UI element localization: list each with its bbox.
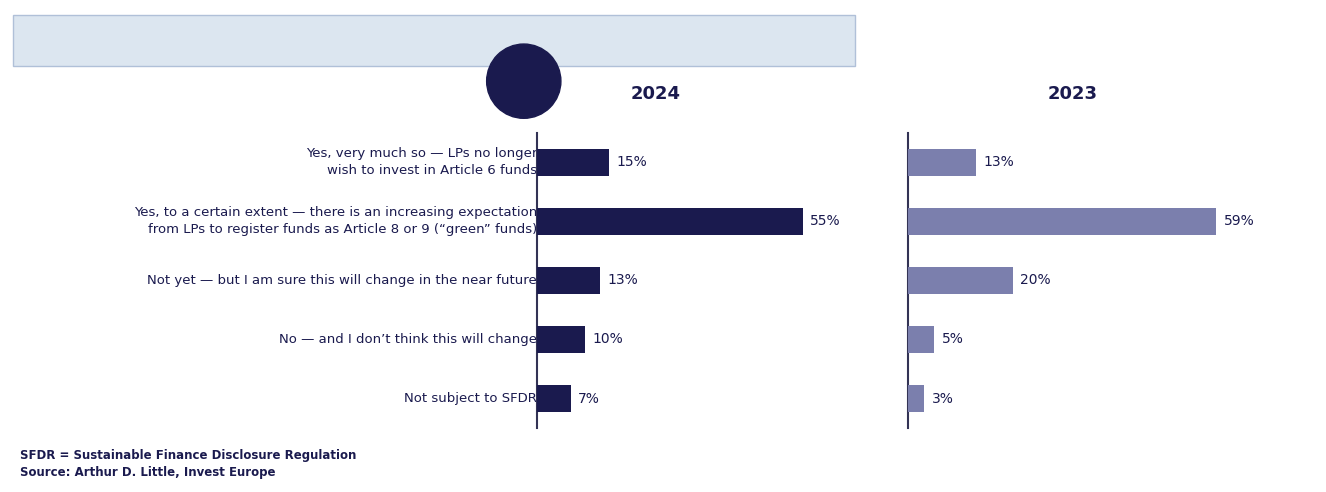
Bar (908, 267, 1013, 294)
Text: 13%: 13% (607, 274, 638, 287)
Bar (537, 385, 572, 412)
Text: 55%: 55% (810, 215, 841, 228)
Text: GP: GP (513, 74, 534, 88)
Bar (537, 326, 585, 353)
Text: Have you experienced a shift in expectations from LPs as to fund categorization : Have you experienced a shift in expectat… (33, 33, 719, 48)
Text: 15%: 15% (617, 155, 647, 169)
Bar (908, 326, 935, 353)
Text: 13%: 13% (984, 155, 1014, 169)
Bar (537, 149, 610, 176)
Text: Yes, to a certain extent — there is an increasing expectation
from LPs to regist: Yes, to a certain extent — there is an i… (134, 207, 537, 236)
Bar (908, 149, 976, 176)
Bar (908, 385, 924, 412)
Text: SFDR = Sustainable Finance Disclosure Regulation: SFDR = Sustainable Finance Disclosure Re… (20, 449, 357, 461)
Text: 10%: 10% (593, 333, 623, 346)
Text: Yes, very much so — LPs no longer
wish to invest in Article 6 funds: Yes, very much so — LPs no longer wish t… (306, 148, 537, 177)
Bar (908, 208, 1216, 235)
Bar (537, 267, 599, 294)
Text: Not subject to SFDR: Not subject to SFDR (404, 392, 537, 405)
Text: 3%: 3% (932, 392, 953, 405)
Text: 5%: 5% (943, 333, 964, 346)
Text: Not yet — but I am sure this will change in the near future: Not yet — but I am sure this will change… (147, 274, 537, 287)
Text: 2023: 2023 (1048, 85, 1098, 103)
Text: 2024: 2024 (630, 85, 680, 103)
Text: 20%: 20% (1021, 274, 1052, 287)
Text: No — and I don’t think this will change: No — and I don’t think this will change (278, 333, 537, 346)
Bar (537, 208, 802, 235)
Text: Source: Arthur D. Little, Invest Europe: Source: Arthur D. Little, Invest Europe (20, 466, 276, 479)
Text: 7%: 7% (578, 392, 599, 405)
Text: 59%: 59% (1224, 215, 1254, 228)
